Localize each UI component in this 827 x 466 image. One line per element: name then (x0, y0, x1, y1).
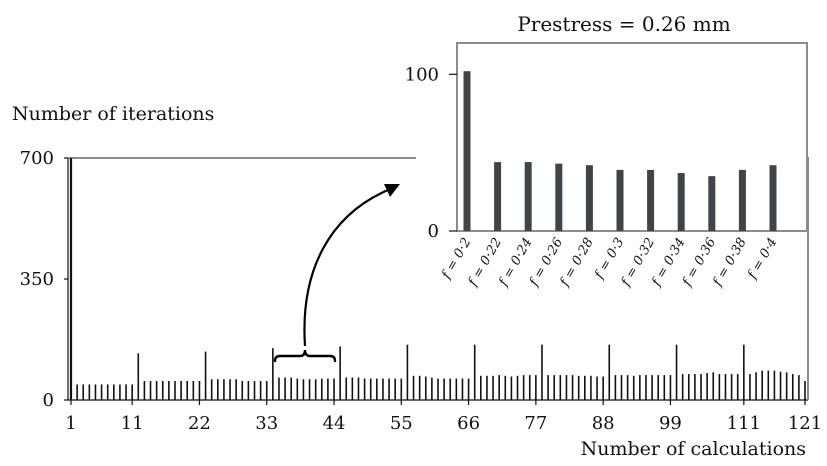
main-x-tick-label: 1 (65, 413, 76, 434)
inset-bars (463, 71, 777, 231)
inset-x-labels: f = 0·2f = 0·22f = 0·24f = 0·26f = 0·28f… (439, 235, 781, 289)
inset-bar (708, 176, 716, 231)
main-x-tick-label: 99 (659, 413, 682, 434)
main-x-tick-label: 77 (524, 413, 547, 434)
main-x-tick-label: 44 (323, 413, 346, 434)
inset-bar (616, 169, 624, 231)
main-y-ticks: 0 350 700 (20, 148, 68, 411)
main-bars (69, 158, 806, 400)
inset-bar (555, 163, 563, 231)
inset-y-tick-label: 0 (428, 221, 439, 242)
inset-bar (769, 165, 777, 231)
main-x-tick-label: 88 (592, 413, 615, 434)
inset-bar (494, 162, 502, 231)
inset-y-ticks: 0 100 (405, 64, 457, 242)
inset-bar (647, 169, 655, 231)
inset-frame (456, 42, 808, 232)
main-x-tick-label: 66 (457, 413, 480, 434)
inset-y-tick-label: 100 (405, 64, 439, 85)
inset-bar (524, 162, 532, 231)
inset-title: Prestress = 0.26 mm (517, 12, 730, 36)
zoom-arrow-head (384, 184, 400, 197)
main-x-ticks: 1 11 22 33 44 55 66 77 88 99 111 121 (65, 400, 822, 434)
main-x-tick-label: 55 (390, 413, 413, 434)
inset-bar (463, 71, 471, 231)
main-y-tick-label: 350 (20, 269, 54, 290)
inset-bar (738, 169, 746, 231)
main-x-tick-label: 22 (188, 413, 211, 434)
range-brace (273, 349, 337, 363)
inset-bar (677, 173, 685, 231)
main-x-tick-label: 11 (121, 413, 144, 434)
zoom-arrow (303, 188, 389, 347)
x-axis-label: Number of calculations (581, 438, 806, 460)
main-x-tick-label: 111 (727, 413, 761, 434)
main-x-tick-label: 33 (255, 413, 278, 434)
y-axis-label: Number of iterations (12, 103, 214, 125)
main-x-tick-label: 121 (788, 413, 822, 434)
inset-bar (585, 165, 593, 231)
main-y-tick-label: 0 (43, 390, 54, 411)
inset-x-label: f = 0·4 (745, 236, 781, 283)
main-y-tick-label: 700 (20, 148, 54, 169)
